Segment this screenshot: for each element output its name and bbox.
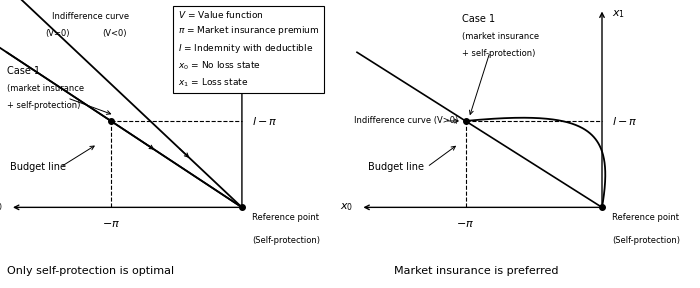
Text: + self-protection): + self-protection) bbox=[7, 101, 80, 110]
Text: Indifference curve (V>0): Indifference curve (V>0) bbox=[354, 116, 458, 126]
Text: (market insurance: (market insurance bbox=[462, 32, 539, 41]
Text: Case 1: Case 1 bbox=[462, 14, 495, 24]
Text: $x_1$: $x_1$ bbox=[252, 9, 265, 20]
Text: $-\pi$: $-\pi$ bbox=[102, 219, 120, 229]
Text: Case 1: Case 1 bbox=[7, 66, 40, 76]
Text: $-\pi$: $-\pi$ bbox=[456, 219, 475, 229]
Text: $l - \pi$: $l - \pi$ bbox=[612, 115, 638, 127]
Text: Only self-protection is optimal: Only self-protection is optimal bbox=[8, 266, 174, 276]
Text: $l - \pi$: $l - \pi$ bbox=[252, 115, 278, 127]
Text: Reference point: Reference point bbox=[252, 213, 319, 222]
Text: $x_1$: $x_1$ bbox=[612, 9, 626, 20]
Text: Indifference curve: Indifference curve bbox=[52, 12, 130, 20]
Text: Budget line: Budget line bbox=[368, 162, 424, 172]
Text: (V<0): (V<0) bbox=[102, 29, 127, 38]
Text: $V$ = Value function
$\pi$ = Market insurance premium
$I$ = Indemnity with deduc: $V$ = Value function $\pi$ = Market insu… bbox=[178, 9, 319, 89]
Text: (V=0): (V=0) bbox=[45, 29, 69, 38]
Text: Budget line: Budget line bbox=[10, 162, 66, 172]
Text: $x_0$: $x_0$ bbox=[0, 202, 4, 213]
Text: + self-protection): + self-protection) bbox=[462, 49, 536, 58]
Text: (Self-protection): (Self-protection) bbox=[612, 236, 680, 245]
Text: Reference point: Reference point bbox=[612, 213, 680, 222]
Text: (Self-protection): (Self-protection) bbox=[252, 236, 320, 245]
Text: Market insurance is preferred: Market insurance is preferred bbox=[394, 266, 559, 276]
Text: (market insurance: (market insurance bbox=[7, 84, 84, 92]
Text: $x_0$: $x_0$ bbox=[340, 202, 354, 213]
